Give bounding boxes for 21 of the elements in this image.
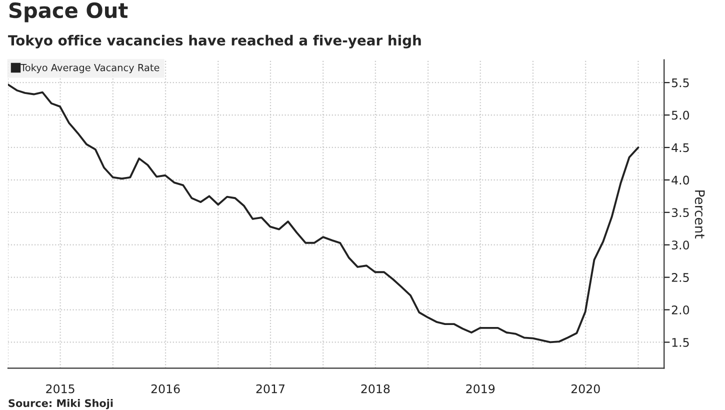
- y-tick-label: 2.0: [672, 305, 690, 314]
- x-tick-label: 2018: [361, 384, 390, 394]
- legend-label: Tokyo Average Vacancy Rate: [20, 64, 160, 74]
- line-series: [8, 84, 640, 344]
- y-tick-label: 4.0: [672, 176, 690, 185]
- y-tick-label: 5.0: [672, 110, 690, 120]
- y-tick-label: 4.5: [672, 143, 689, 152]
- y-tick-label: 3.5: [672, 208, 689, 218]
- x-tick-label: 2017: [256, 384, 284, 394]
- y-tick-label: 2.5: [672, 273, 689, 282]
- source-note: Source: Miki Shoji: [8, 399, 113, 410]
- x-tick-label: 2019: [466, 384, 495, 394]
- y-tick-label: 1.5: [672, 338, 689, 347]
- x-tick-label: 2016: [151, 384, 180, 394]
- x-tick-label: 2020: [571, 384, 600, 394]
- x-tick-label: 2015: [46, 384, 74, 394]
- y-axis-title: Percent: [694, 190, 705, 239]
- chart-subtitle: Tokyo office vacancies have reached a five-year high: [8, 34, 421, 48]
- chart-title: Space Out: [9, 2, 128, 22]
- y-tick-label: 5.5: [672, 78, 689, 88]
- y-tick-label: 3.0: [672, 240, 690, 250]
